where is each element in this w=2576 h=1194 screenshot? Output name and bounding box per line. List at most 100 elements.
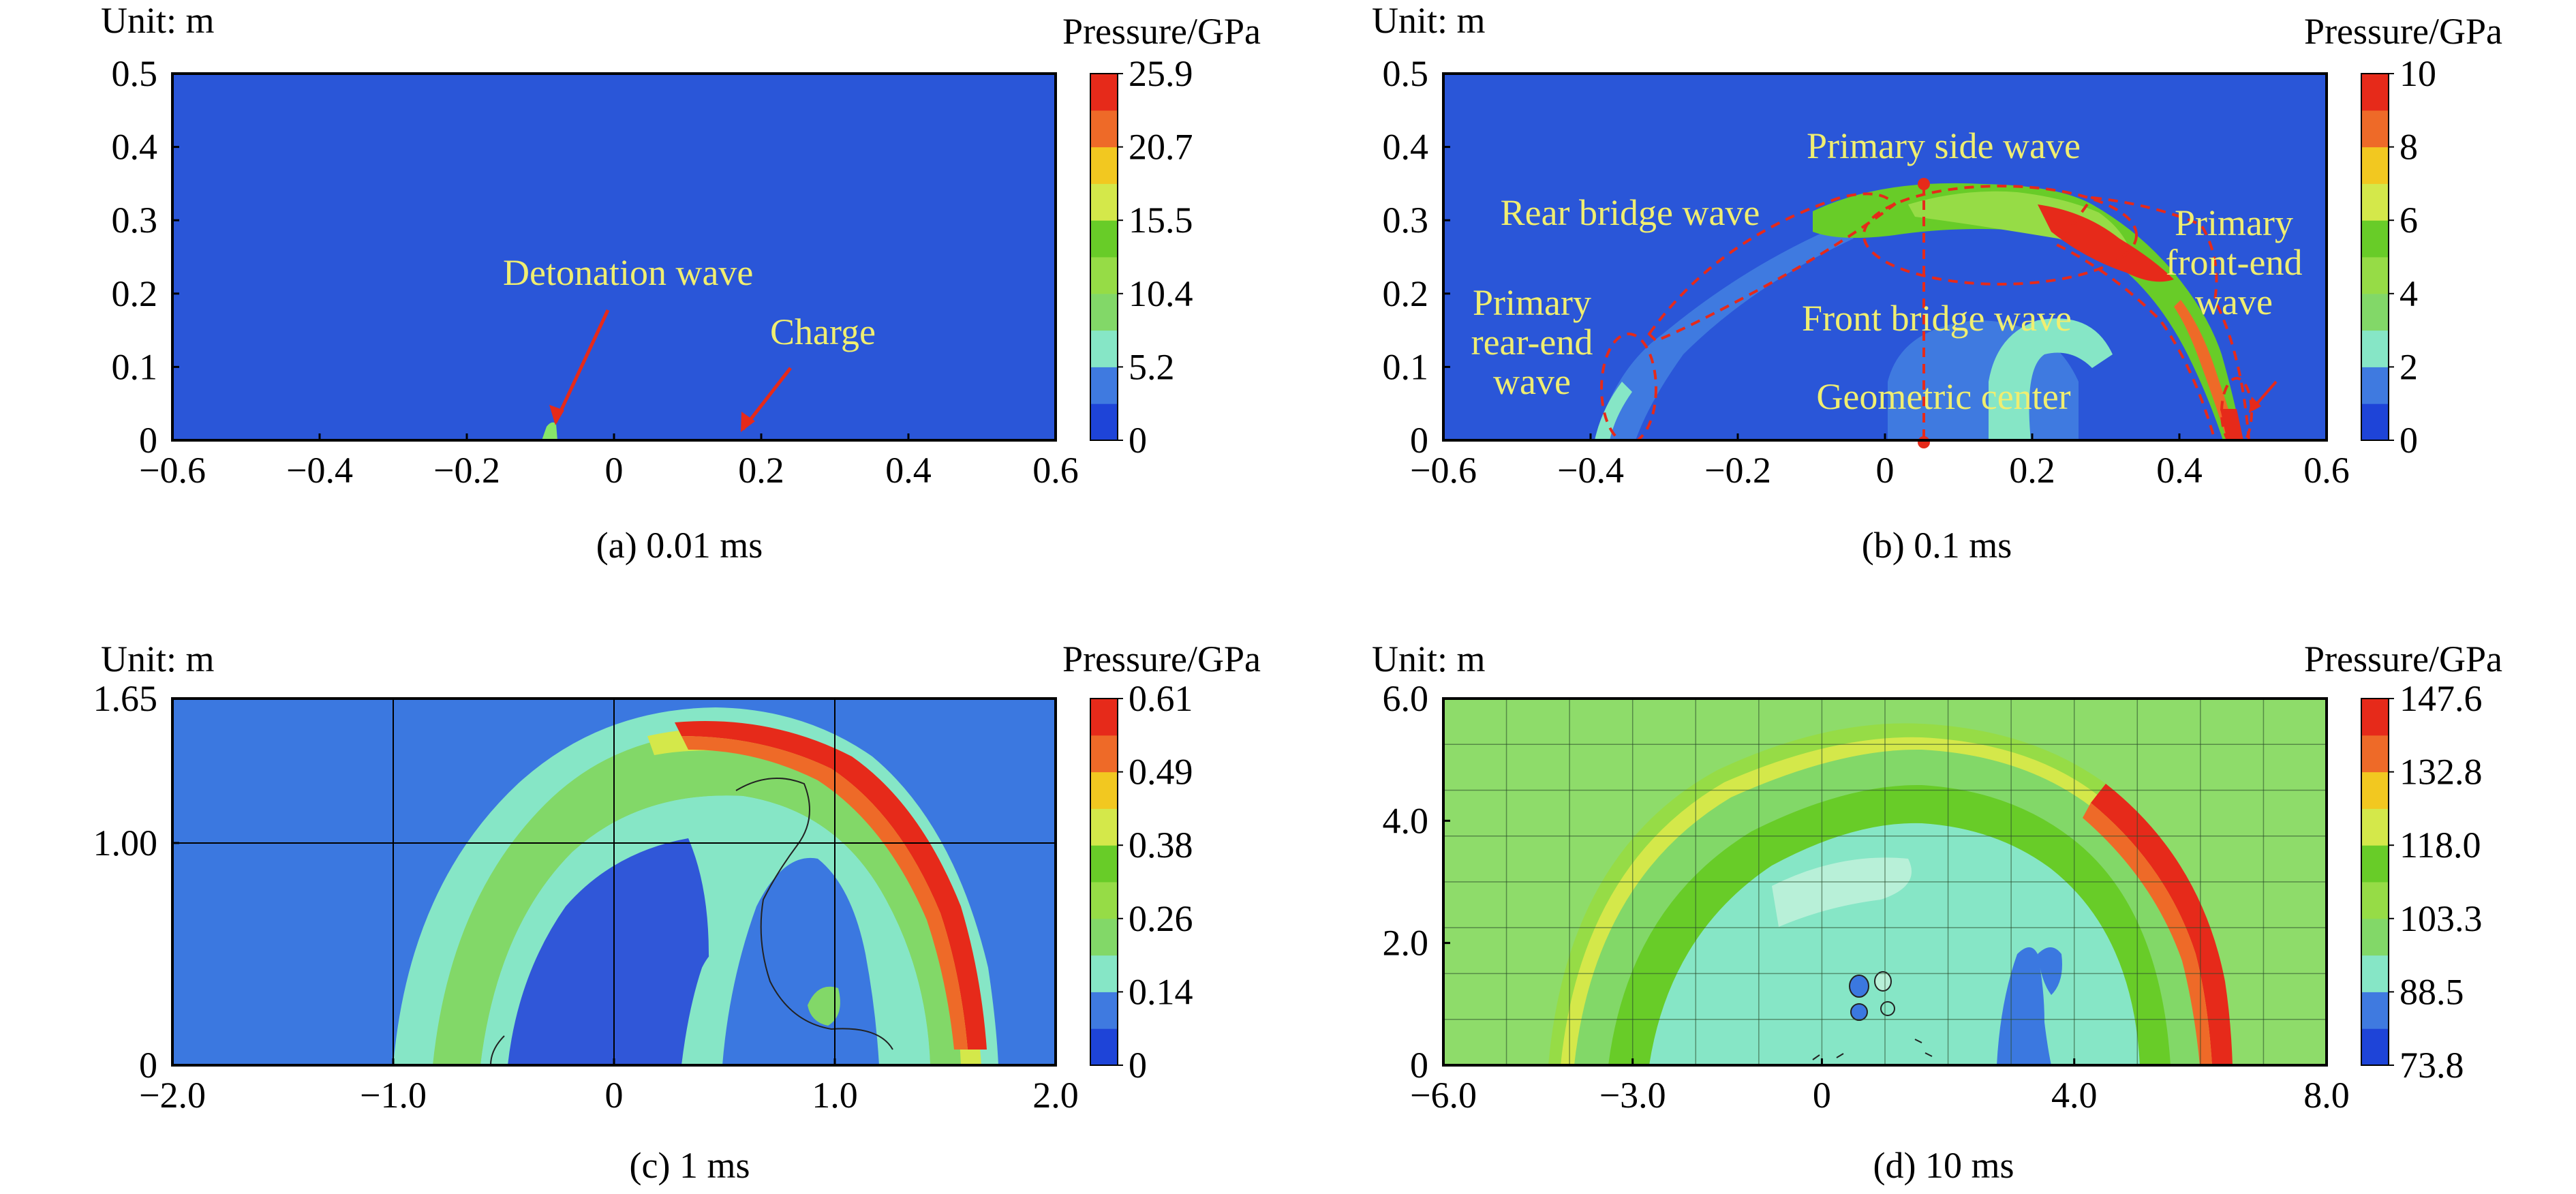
x-tick-label: −0.6 [1410,450,1477,491]
side-wave-band-b [1813,183,2242,440]
rear-end-band-b [1595,382,1632,440]
detonation-front-shape [542,422,557,440]
outline-rear-end [1600,333,1657,440]
colorbar-segment [1090,330,1118,367]
caption-d: (d) 10 ms [1873,1145,2014,1186]
colorbar-tick-label: 0 [1129,1045,1147,1086]
colorbar-tick-label: 0 [2399,420,2418,461]
x-axis-d: −6.0 −3.0 0 4.0 8.0 [1410,1058,2350,1116]
colorbar-segment [2361,367,2389,404]
colorbar-segment [2361,808,2389,846]
x-tick-label: −0.2 [1704,450,1771,491]
annotation-geometric-center: Geometric center [1816,376,2070,417]
colorbar-a: 0 5.2 10.4 15.5 20.7 25.9 [1090,53,1193,461]
y-tick-label: 0 [1410,420,1428,461]
y-tick-label: 1.00 [93,823,158,863]
colorbar-segment [2361,882,2389,919]
colorbar-segment [2361,74,2389,111]
colorbar-tick-label: 0 [1129,420,1147,461]
y-tick-label: 0.1 [112,346,158,387]
arrowhead-front-end-tip [2249,397,2261,413]
arrowhead-detonation [549,405,564,425]
annotation-primary-side-wave: Primary side wave [1807,125,2081,166]
colorbar-segment [1090,699,1118,736]
annotation-arrow-detonation [553,309,610,424]
x-tick-label: −0.4 [1557,450,1624,491]
contour-line-c [735,778,893,1050]
caption-c: (c) 1 ms [630,1145,750,1186]
x-tick-label: −0.2 [433,450,500,491]
grid-d [1443,699,2327,1065]
plot-area-d [1443,699,2327,1065]
dark-cavity-c [508,838,710,1065]
inner-light-patch-d [1772,857,1912,927]
colorbar-tick-label: 6 [2399,200,2418,241]
x-tick-label: 4.0 [2051,1075,2098,1116]
colorbar-tick-label: 25.9 [1129,53,1193,94]
colorbar-frame [2361,698,2389,1066]
colorbar-tick-label: 20.7 [1129,127,1193,168]
outline-rear-bridge [1647,192,1897,343]
colorbar-tick-label: 5.2 [1129,346,1175,387]
colorbar-title-c: Pressure/GPa [1062,639,1261,679]
x-tick-label: 0.6 [2303,450,2350,491]
green-band-c [433,733,976,1065]
unit-label-a: Unit: m [101,0,215,41]
colorbar-segment [1090,992,1118,1029]
front-peak-b [2038,204,2174,282]
colorbar-tick-label: 0.26 [1129,898,1193,939]
y-axis-c: 0 1.00 1.65 [93,678,179,1086]
x-tick-label: −0.6 [139,450,206,491]
x-tick-label: 0.4 [885,450,932,491]
x-tick-label: 8.0 [2303,1075,2350,1116]
x-tick-label: 2.0 [1032,1075,1079,1116]
panel-b: Unit: m Pressure/GPa [1372,0,2502,566]
colorbar-segment [2361,110,2389,148]
colorbar-segment [2361,992,2389,1029]
colorbar-tick-label: 88.5 [2399,971,2464,1012]
y-tick-label: 0.5 [112,53,158,94]
colorbar-frame [1090,698,1118,1066]
interior-jet-b [1989,318,2113,440]
x-tick-label: 0 [605,450,624,491]
colorbar-segment [1090,183,1118,221]
colorbar-tick-label: 8 [2399,127,2418,168]
colorbar-c: 0 0.14 0.26 0.38 0.49 0.61 [1090,678,1193,1086]
geometric-center-top-dot [1918,178,1930,190]
colorbar-segment [1090,1028,1118,1066]
colorbar-tick-label: 2 [2399,346,2418,387]
y-axis-d: 0 2.0 4.0 6.0 [1383,678,1450,1086]
annotation-detonation-wave: Detonation wave [503,252,753,293]
annotation-charge: Charge [770,311,876,352]
colorbar-segment [2361,699,2389,736]
debris-d [1812,1039,1933,1060]
y-tick-label: 6.0 [1383,678,1429,719]
colorbar-tick-label: 15.5 [1129,200,1193,241]
x-tick-label: −3.0 [1599,1075,1666,1116]
x-tick-label: 0 [1813,1075,1831,1116]
outline-front-end-tip [2220,377,2253,440]
red-front-d [2091,784,2233,1065]
colorbar-title-d: Pressure/GPa [2304,639,2502,679]
x-tick-label: −6.0 [1410,1075,1477,1116]
vortex-d-2 [1874,971,1892,992]
colorbar-b: 0 2 4 6 8 10 [2361,53,2436,461]
colorbar-segment [1090,293,1118,331]
panel-d: Unit: m Pressure/GPa −6.0 −3.0 0 [1372,639,2502,1186]
colorbar-segment [2361,257,2389,294]
annotation-line: rear-end [1471,322,1593,363]
x-tick-label: 0.4 [2156,450,2203,491]
contour-line-c-2 [490,1035,505,1065]
panel-a: Unit: m Pressure/GPa −0.6 −0.4 −0.2 0 0.2 0.4… [101,0,1261,566]
x-tick-label: −0.4 [286,450,353,491]
x-axis-c: −2.0 −1.0 0 1.0 2.0 [139,1058,1079,1116]
x-tick-label: 0 [605,1075,624,1116]
colorbar-segment [2361,147,2389,184]
x-axis-a: −0.6 −0.4 −0.2 0 0.2 0.4 0.6 [139,433,1079,491]
y-tick-label: 0.5 [1383,53,1429,94]
caption-a: (a) 0.01 ms [596,525,763,566]
y-tick-label: 1.65 [93,678,158,719]
colorbar-segment [1090,147,1118,184]
colorbar-segment [2361,918,2389,956]
